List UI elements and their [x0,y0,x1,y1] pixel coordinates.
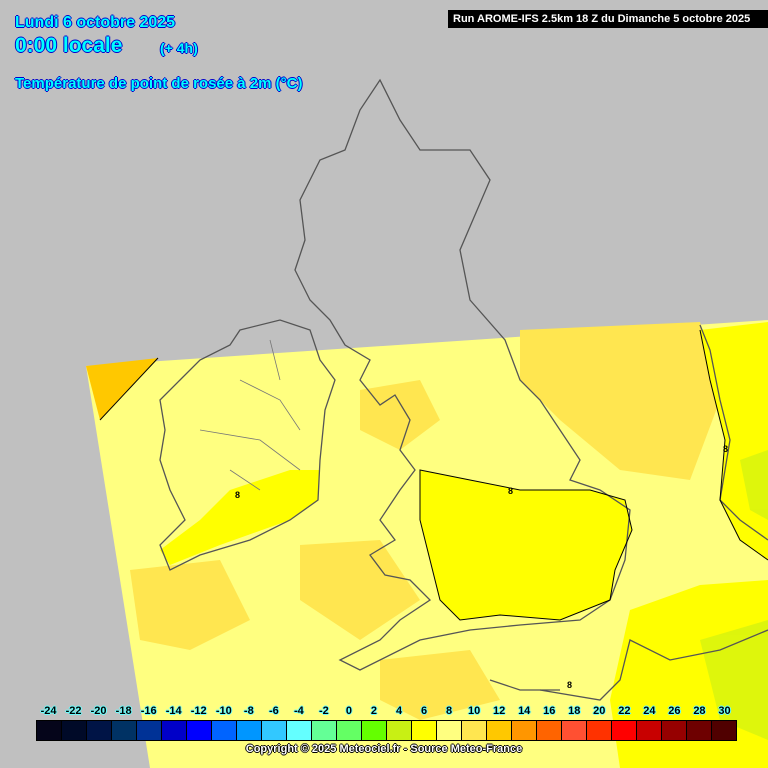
legend-label: 10 [468,705,481,717]
contour-label: 8 [723,444,728,454]
legend-label: -22 [65,705,82,717]
color-swatch [437,721,462,740]
color-swatch [387,721,412,740]
forecast-date: Lundi 6 octobre 2025 [15,14,176,31]
contour-label: 8 [508,486,513,496]
legend-label: -6 [268,705,279,717]
color-swatch [462,721,487,740]
orange-zone-10-12 [86,358,158,420]
legend-label: -24 [40,705,57,717]
copyright: Copyright © 2025 Meteociel.fr - Source M… [245,743,523,755]
forecast-time: 0:00 locale [15,34,123,57]
legend-label: 4 [395,705,403,717]
legend-label: -18 [115,705,132,717]
lead-time: (+ 4h) [160,40,198,56]
legend-label: -4 [293,705,304,717]
color-swatch [687,721,712,740]
color-swatch [262,721,287,740]
legend-label: -16 [140,705,157,717]
legend-label: 26 [668,705,681,717]
color-swatch [312,721,337,740]
legend-label: 0 [345,705,352,717]
legend-label: 22 [618,705,631,717]
legend-label: 20 [593,705,606,717]
color-swatch [362,721,387,740]
color-swatch [512,721,537,740]
color-swatch [87,721,112,740]
legend-label: -8 [243,705,254,717]
color-scale [36,720,737,741]
legend-label: 18 [568,705,581,717]
legend-label: -10 [215,705,232,717]
legend-label: -20 [90,705,107,717]
color-swatch [337,721,362,740]
legend-label: 14 [518,705,531,717]
dewpoint-band-8-10 [130,322,720,720]
borders [199,339,301,491]
color-swatch [587,721,612,740]
color-swatch [712,721,736,740]
color-swatch [162,721,187,740]
color-swatch [487,721,512,740]
isotherm-lines [99,329,768,621]
contour-label: 8 [567,680,572,690]
legend-label: 28 [693,705,706,717]
color-swatch [562,721,587,740]
legend-labels: -24 -22 -20 -18 -16 -14 -12 -10 -8 -6 -4 -2 0 2 4 6 8 10 1… [0,705,768,719]
color-swatch [537,721,562,740]
color-swatch [187,721,212,740]
legend-label: 6 [420,705,428,717]
color-swatch [412,721,437,740]
run-info: Run AROME-IFS 2.5km 18 Z du Dimanche 5 o… [448,10,768,28]
legend-label: -2 [319,705,329,717]
legend-label: 8 [446,705,453,717]
color-swatch [662,721,687,740]
parameter-title: Température de point de rosée à 2m (°C) [15,75,303,92]
color-swatch [62,721,87,740]
legend-label: 30 [718,705,731,717]
color-swatch [137,721,162,740]
color-swatch [212,721,237,740]
legend-label: 16 [543,705,556,717]
legend-label: 12 [493,705,506,717]
legend-label: 24 [643,705,656,717]
color-swatch [112,721,137,740]
color-swatch [612,721,637,740]
legend-label: -14 [165,705,182,717]
color-swatch [37,721,62,740]
contour-label: 8 [235,490,240,500]
color-swatch [637,721,662,740]
color-swatch [237,721,262,740]
color-swatch [287,721,312,740]
legend-label: -12 [190,705,207,717]
coastlines [159,78,768,701]
legend-label: 2 [370,705,378,717]
